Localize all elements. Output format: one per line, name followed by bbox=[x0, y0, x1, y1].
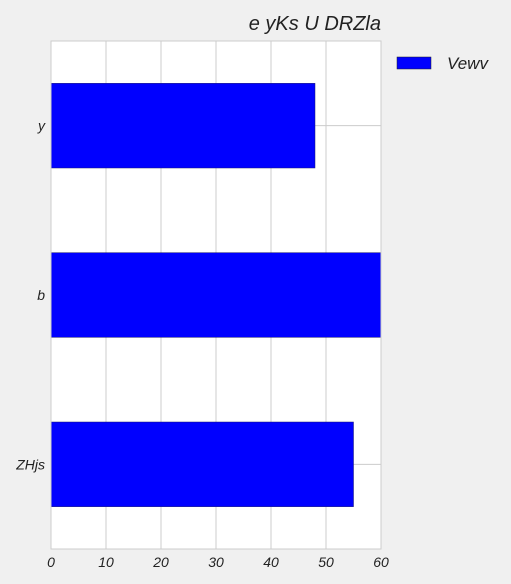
y-tick-label: ZHjs bbox=[15, 456, 45, 472]
x-tick-label: 10 bbox=[98, 554, 114, 570]
chart-title: e yKs U DRZla bbox=[249, 13, 381, 35]
x-axis-ticks: 0 10 20 30 40 50 60 bbox=[47, 554, 389, 570]
bar-b bbox=[50, 252, 382, 338]
bar-zhjs bbox=[50, 421, 354, 507]
x-tick-label: 60 bbox=[373, 554, 389, 570]
plot-frame bbox=[50, 40, 382, 550]
y-tick-label: b bbox=[37, 287, 45, 303]
bar-y bbox=[50, 83, 316, 169]
x-tick-label: 20 bbox=[152, 554, 169, 570]
x-tick-label: 40 bbox=[263, 554, 279, 570]
x-tick-label: 30 bbox=[208, 554, 224, 570]
bars bbox=[50, 83, 382, 507]
legend-label: Vewv bbox=[447, 54, 489, 73]
legend: Vewv bbox=[396, 54, 489, 73]
x-tick-label: 0 bbox=[47, 554, 55, 570]
legend-swatch bbox=[396, 56, 432, 70]
y-tick-label: y bbox=[37, 118, 46, 134]
y-axis-ticks: y b ZHjs bbox=[15, 118, 46, 473]
x-tick-label: 50 bbox=[318, 554, 334, 570]
